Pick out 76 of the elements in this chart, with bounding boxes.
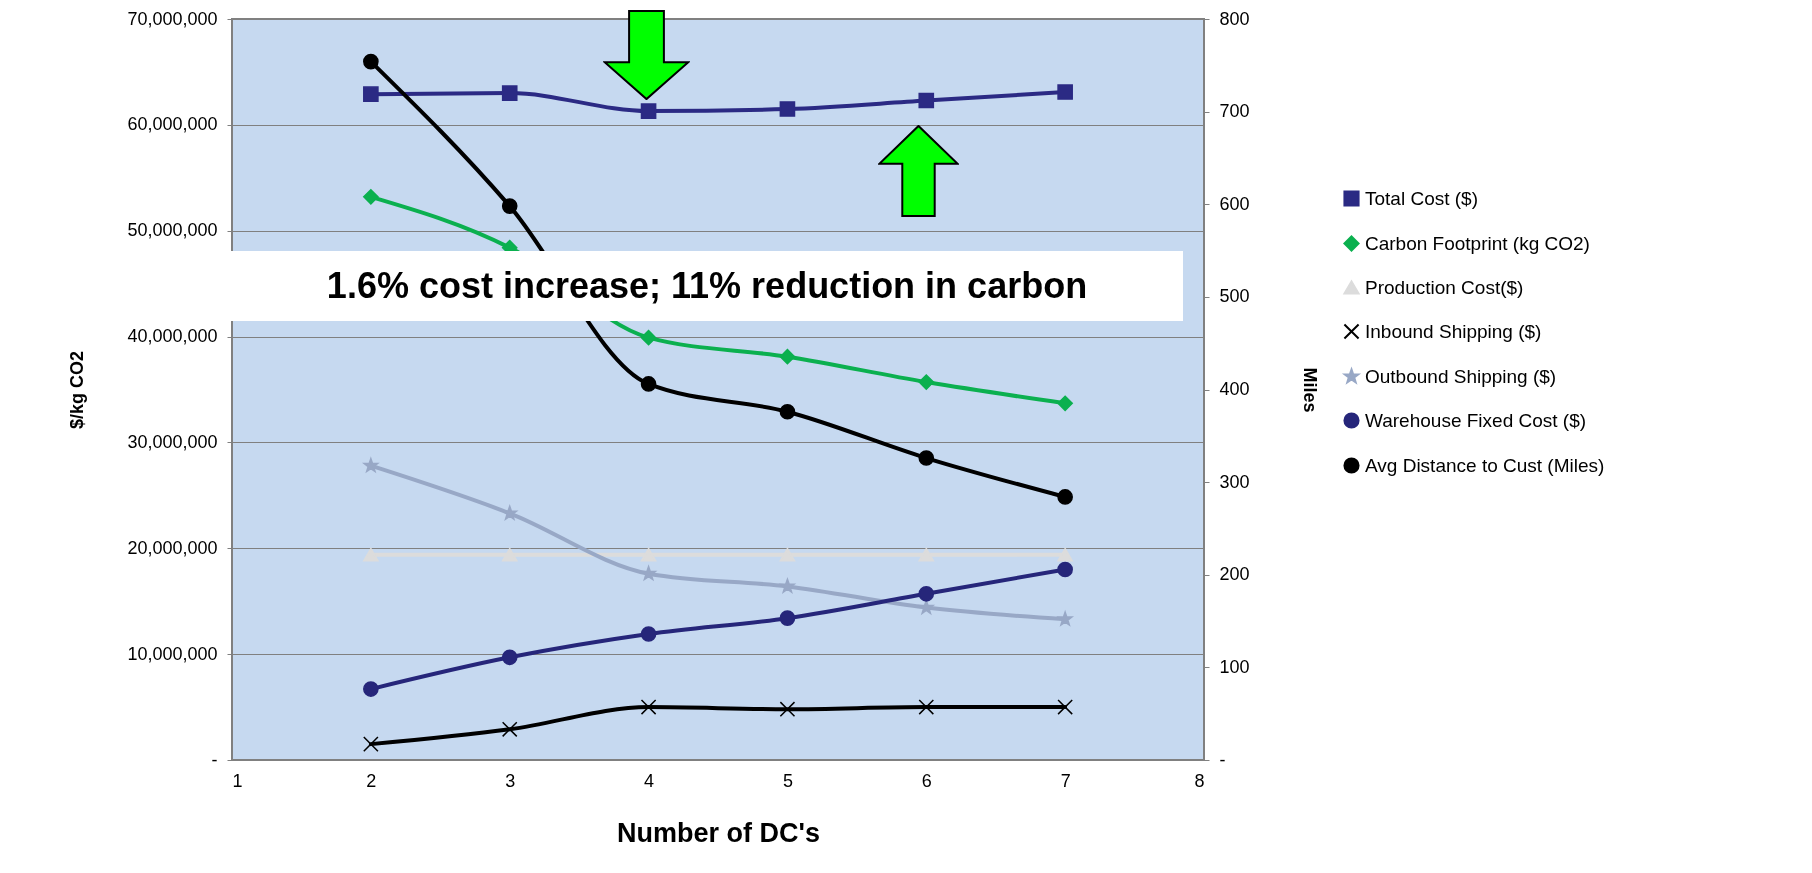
point — [1057, 611, 1073, 626]
x-tick-label: 3 — [505, 770, 516, 791]
y2-tick-label: 800 — [1219, 8, 1250, 29]
point — [501, 198, 518, 214]
y-tick-label: 30,000,000 — [127, 431, 218, 452]
point — [501, 85, 518, 101]
y-tick-label: 70,000,000 — [127, 8, 218, 29]
x-tick-label: 7 — [1060, 770, 1071, 791]
x-tick-label: 2 — [366, 770, 377, 791]
point — [640, 547, 657, 562]
x-tick-label: 6 — [921, 770, 932, 791]
y2-axis-title: Miles — [1299, 367, 1320, 413]
point — [363, 457, 379, 473]
point — [640, 626, 657, 642]
y2-tick-label: 400 — [1219, 379, 1250, 399]
point — [918, 374, 935, 390]
point — [363, 53, 379, 70]
point — [918, 547, 935, 562]
point — [501, 649, 518, 666]
point — [1057, 489, 1073, 505]
y2-tick-label: 100 — [1219, 656, 1250, 677]
point — [918, 599, 934, 615]
legend-label: Carbon Footprint (kg CO2) — [1365, 232, 1590, 254]
point — [640, 329, 657, 346]
point — [779, 610, 796, 626]
point — [779, 101, 796, 117]
x-axis-title: Number of DC's — [617, 817, 820, 848]
y2-tick-label: 200 — [1219, 564, 1250, 585]
y-tick-label: 60,000,000 — [127, 114, 218, 135]
point — [1057, 84, 1073, 100]
point — [640, 376, 657, 392]
point — [501, 547, 518, 562]
y-tick-label: 40,000,000 — [127, 326, 218, 347]
y-tick-label: 50,000,000 — [127, 220, 218, 241]
point — [918, 92, 935, 109]
y-tick-label: 10,000,000 — [127, 643, 218, 664]
point — [1057, 561, 1073, 578]
point — [779, 547, 796, 562]
x-tick-label: 8 — [1194, 770, 1205, 791]
legend-label: Production Cost($) — [1365, 276, 1524, 298]
point — [363, 736, 379, 752]
legend-label: Inbound Shipping ($) — [1365, 320, 1542, 342]
point — [501, 721, 518, 738]
point — [640, 699, 657, 715]
y2-tick-label: 500 — [1219, 286, 1250, 307]
x-tick-label: 1 — [232, 770, 243, 791]
y-axis-title: $/kg CO2 — [67, 350, 88, 430]
y2-tick-label: 300 — [1219, 471, 1250, 492]
point — [1057, 699, 1073, 715]
point — [918, 699, 935, 715]
point — [779, 701, 796, 718]
y-tick-label: 20,000,000 — [127, 537, 218, 558]
x-tick-label: 4 — [644, 770, 655, 791]
point — [779, 403, 796, 420]
x-tick-label: 5 — [782, 770, 793, 791]
point — [918, 586, 935, 602]
point — [363, 189, 379, 205]
y2-tick-label: 600 — [1219, 193, 1250, 214]
point — [779, 578, 795, 593]
point — [1057, 547, 1073, 562]
legend-label: Warehouse Fixed Cost ($) — [1365, 409, 1587, 431]
point — [779, 348, 796, 365]
point — [363, 547, 379, 562]
y2-tick-label: - — [1219, 749, 1226, 770]
point — [1057, 395, 1073, 412]
point — [363, 86, 379, 102]
point — [502, 505, 518, 520]
point — [363, 681, 379, 697]
y-tick-label: - — [211, 749, 218, 770]
point — [641, 565, 657, 581]
point — [918, 450, 935, 466]
legend-label: Avg Distance to Cust (Miles) — [1365, 454, 1605, 476]
legend-label: Total Cost ($) — [1365, 187, 1478, 209]
legend-label: Outbound Shipping ($) — [1365, 365, 1557, 387]
point — [640, 103, 657, 119]
y2-tick-label: 700 — [1219, 101, 1250, 122]
